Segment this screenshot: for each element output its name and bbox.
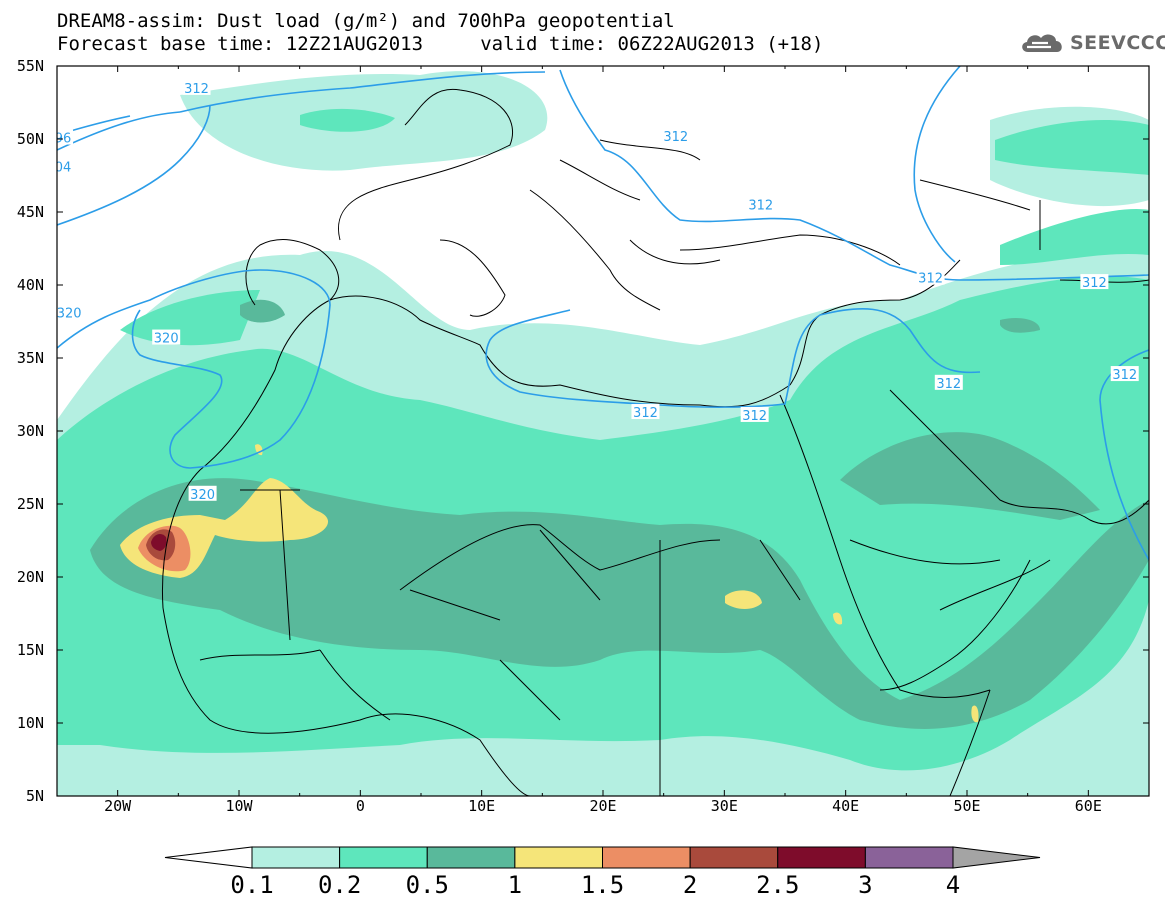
lon-label: 0: [355, 797, 365, 815]
lon-label: 40E: [832, 797, 860, 815]
colorbar-segment: [777, 846, 866, 869]
lat-label: 50N: [16, 130, 44, 148]
colorbar-label: 2: [682, 871, 698, 899]
colorbar-segment: [864, 846, 954, 869]
contour-label-bg: [57, 304, 84, 320]
contour-312-med: [485, 307, 981, 408]
lon-label: 10W: [225, 797, 253, 815]
lat-label: 45N: [16, 203, 44, 221]
colorbar-segment: [251, 846, 341, 869]
lat-label: 30N: [16, 422, 44, 440]
coastlines-borders: [162, 88, 1149, 796]
contour-label-bg: [661, 128, 690, 144]
cloud-logo-icon: [1022, 34, 1062, 52]
dust-level-2.5: [151, 534, 167, 551]
contour-label-bg: [182, 79, 211, 95]
colorbar-label: 0.2: [317, 871, 362, 899]
contour-label-bg: [934, 374, 963, 390]
lat-label: 40N: [16, 276, 44, 294]
contour-label-bg: [57, 129, 74, 145]
lon-label: 50E: [953, 797, 981, 815]
axis-ticks: [56, 65, 1150, 797]
contour-312-north: [179, 71, 546, 113]
lat-label: 5N: [25, 787, 44, 805]
contour-label-bg: [631, 404, 660, 420]
colorbar-label: 0.1: [230, 871, 274, 899]
chart-title: DREAM8-assim: Dust load (g/m²) and 700hP…: [57, 10, 675, 32]
colorbar-label: 1: [507, 871, 523, 899]
colorbar-segment: [689, 846, 779, 869]
colorbar-left-arrow: [164, 846, 253, 869]
contour-312-far-east: [1099, 349, 1149, 561]
lat-label: 25N: [16, 495, 44, 513]
contour-labels: 312 312 312 312 312 312 312 312 312 320 320 320 96 04: [55, 79, 1139, 503]
lon-label: 10E: [468, 797, 496, 815]
contour-312-east: [913, 66, 961, 263]
lat-label: 15N: [16, 641, 44, 659]
lat-label: 20N: [16, 568, 44, 586]
colorbar-segment: [514, 846, 603, 869]
contour-label: 312: [918, 272, 943, 287]
lat-label: 55N: [16, 57, 44, 75]
contour-label: 04: [55, 161, 72, 176]
geopotential-contours: [57, 66, 1149, 561]
contour-label: 312: [663, 130, 688, 145]
contour-label-bg: [152, 329, 181, 345]
colorbar-label: 4: [945, 871, 961, 899]
colorbar-label: 1.5: [580, 871, 625, 899]
contour-label-bg: [1080, 274, 1109, 290]
contour-320: [57, 269, 331, 469]
lat-label: 10N: [16, 714, 44, 732]
lon-label: 20W: [104, 797, 132, 815]
lon-label: 30E: [710, 797, 738, 815]
contour-label: 312: [936, 377, 961, 392]
colorbar-label: 2.5: [756, 871, 800, 899]
contour-label: 312: [184, 82, 209, 97]
contour-label: 320: [190, 488, 215, 503]
contour-label-bg: [57, 158, 74, 174]
contour-label-bg: [746, 196, 775, 212]
seevccc-logo: SEEVCCC: [1018, 28, 1165, 58]
colorbar-label: 0.5: [405, 871, 449, 899]
contour-label-bg: [916, 269, 945, 285]
chart-subtitle: Forecast base time: 12Z21AUG2013 valid t…: [57, 33, 824, 55]
contour-label: 312: [748, 199, 773, 214]
contour-label-bg: [1110, 366, 1139, 382]
colorbar-segment: [602, 846, 691, 869]
lat-label: 35N: [16, 349, 44, 367]
colorbar-segment: [426, 846, 516, 869]
contour-west: [57, 104, 211, 226]
contour-label: 320: [57, 307, 82, 322]
lon-label: 20E: [589, 797, 617, 815]
colorbar-segment: [339, 846, 428, 869]
contour-label: 320: [154, 332, 179, 347]
contour-label: 96: [55, 132, 72, 147]
contour-label: 312: [1112, 368, 1137, 383]
dust-level-0.5: [90, 299, 1149, 729]
logo-text: SEEVCCC: [1070, 32, 1165, 54]
contour-label-bg: [188, 485, 217, 501]
colorbar-right-arrow: [952, 846, 1041, 869]
contour-312-europe: [559, 69, 1149, 281]
contour-label: 312: [633, 406, 658, 421]
dust-load-map: 312 312 312 312 312 312 312 312 312 320 320 320 96 04: [55, 65, 1150, 797]
contour-label: 312: [1082, 276, 1107, 291]
contour-label-bg: [740, 406, 769, 422]
lon-label: 60E: [1074, 797, 1102, 815]
contour-label: 312: [742, 409, 767, 424]
colorbar-label: 3: [858, 871, 873, 899]
